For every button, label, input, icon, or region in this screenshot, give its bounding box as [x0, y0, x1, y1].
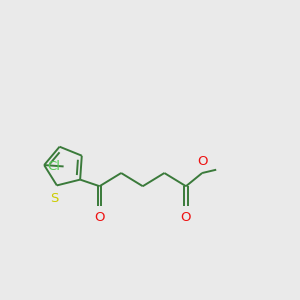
- Text: Cl: Cl: [47, 160, 60, 173]
- Text: O: O: [197, 154, 208, 168]
- Text: O: O: [94, 211, 105, 224]
- Text: S: S: [50, 192, 59, 205]
- Text: O: O: [181, 211, 191, 224]
